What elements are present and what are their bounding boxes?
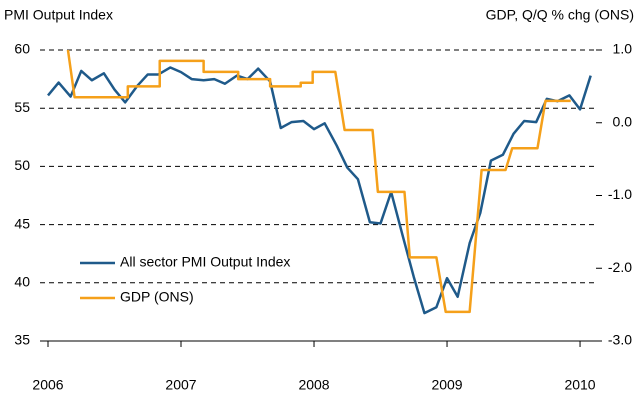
x-tick-label: 2007 xyxy=(165,377,196,393)
x-tick-label: 2009 xyxy=(431,377,462,393)
y-tick-label: 55 xyxy=(14,99,30,115)
y-tick-label: 60 xyxy=(14,41,30,57)
x-tick-label: 2006 xyxy=(32,377,63,393)
y2-tick-label: 1.0 xyxy=(613,41,633,57)
x-tick-label: 2008 xyxy=(298,377,329,393)
y2-axis-title: GDP, Q/Q % chg (ONS) xyxy=(486,7,634,23)
y-tick-label: 45 xyxy=(14,215,30,231)
y-tick-label: 40 xyxy=(14,274,30,290)
legend-label: All sector PMI Output Index xyxy=(120,254,290,270)
x-tick-label: 2010 xyxy=(564,377,595,393)
series-line xyxy=(66,49,571,314)
y2-tick-label: 0.0 xyxy=(613,113,633,129)
y-axis-title: PMI Output Index xyxy=(4,7,113,23)
y-tick-label: 50 xyxy=(14,157,30,173)
legend-label: GDP (ONS) xyxy=(120,289,194,305)
y-tick-label: 35 xyxy=(14,332,30,348)
y2-tick-label: -2.0 xyxy=(608,259,632,275)
series-line xyxy=(47,66,592,315)
y2-tick-label: -3.0 xyxy=(608,332,632,348)
y2-tick-label: -1.0 xyxy=(608,186,632,202)
